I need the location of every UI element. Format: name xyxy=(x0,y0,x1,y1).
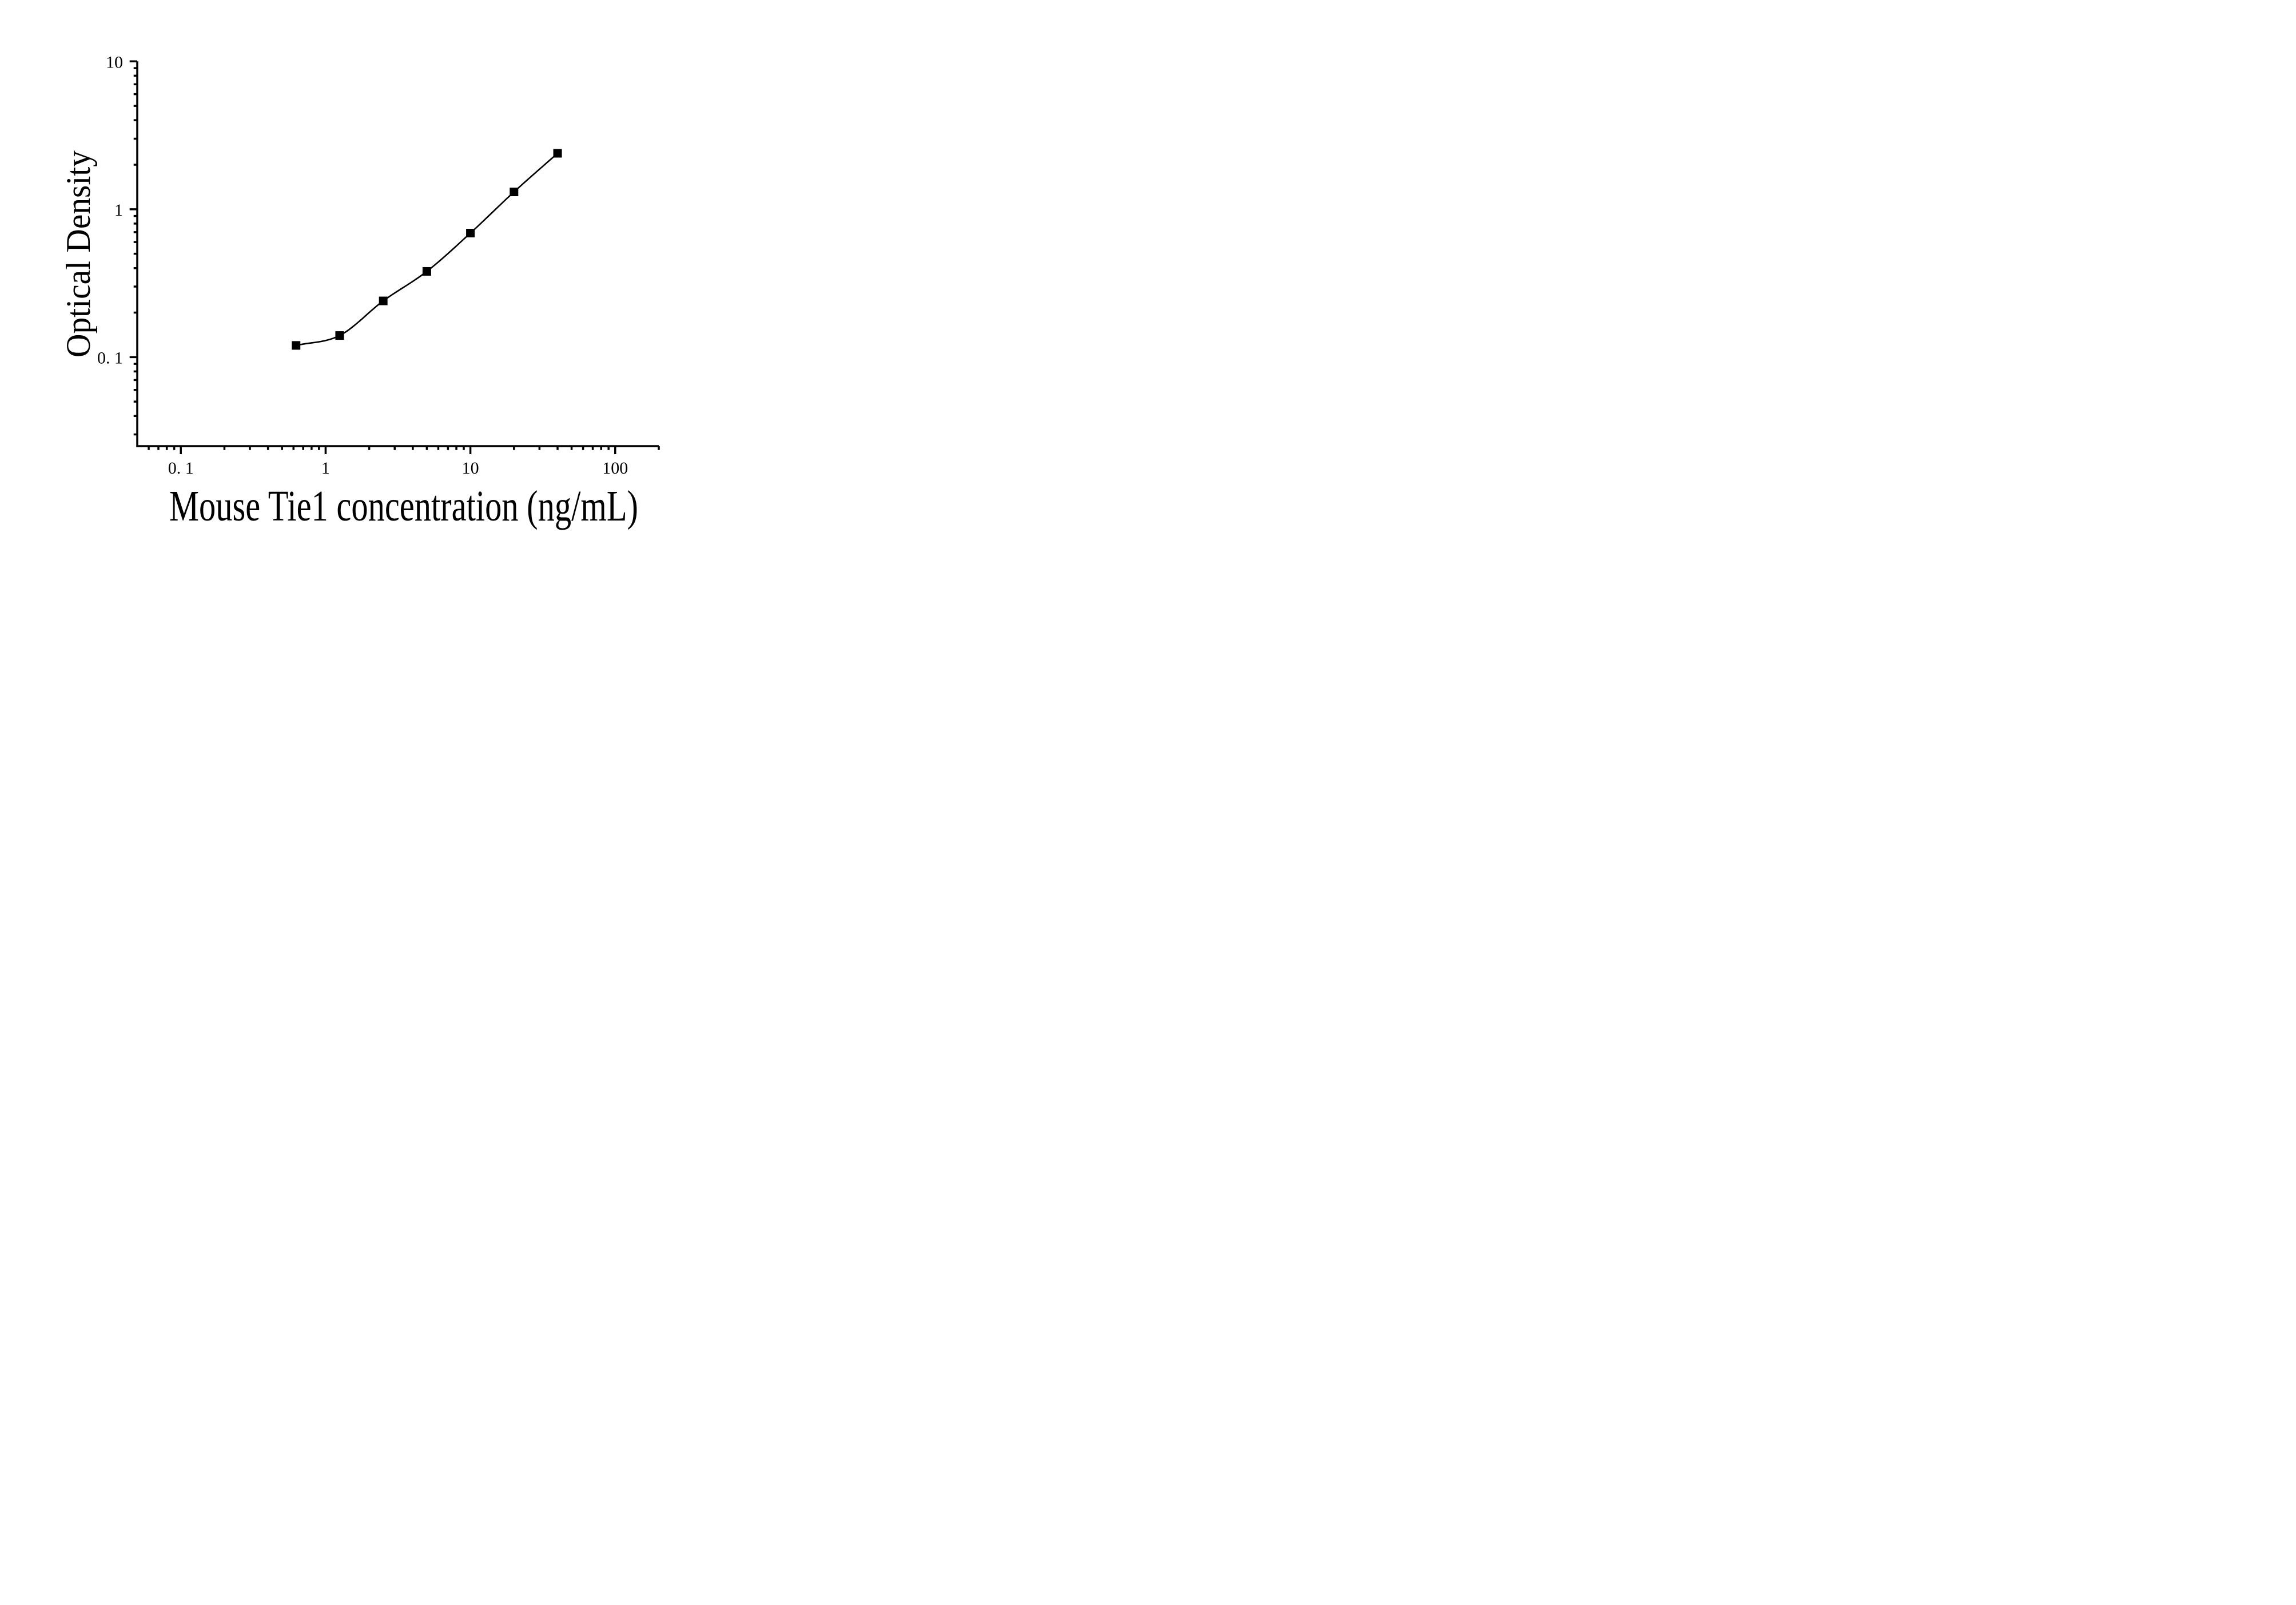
chart-canvas: 0. 1 1 10 100 0. 1 1 10 Mouse Tie1 concentrati… xyxy=(59,53,660,530)
y-tick-label: 0. 1 xyxy=(97,348,123,367)
axis-tick-labels: 0. 1 1 10 100 0. 1 1 10 xyxy=(97,53,628,478)
x-axis-title: Mouse Tie1 concentration (ng/mL) xyxy=(169,482,638,530)
data-point-marker xyxy=(466,228,475,237)
axis-ticks xyxy=(129,60,660,454)
data-point-marker xyxy=(553,149,562,158)
x-tick-label: 1 xyxy=(321,459,330,478)
tick-marks xyxy=(129,60,660,454)
data-point-marker xyxy=(292,341,301,350)
y-tick-label: 10 xyxy=(106,53,123,71)
y-tick-label: 1 xyxy=(114,201,123,220)
data-point-marker xyxy=(510,188,519,197)
elisa-standard-curve-figure: 0. 1 1 10 100 0. 1 1 10 Mouse Tie1 concentrati… xyxy=(0,0,766,535)
x-tick-label: 10 xyxy=(462,459,479,478)
standard-curve-line xyxy=(296,153,558,347)
axis-frame xyxy=(136,61,659,447)
data-point-marker xyxy=(379,296,388,305)
data-point-marker xyxy=(422,267,431,276)
data-point-markers xyxy=(292,149,562,350)
data-point-marker xyxy=(335,331,344,340)
x-tick-label: 0. 1 xyxy=(168,459,194,478)
x-tick-label: 100 xyxy=(602,459,628,478)
y-axis-title: Optical Density xyxy=(59,150,97,357)
